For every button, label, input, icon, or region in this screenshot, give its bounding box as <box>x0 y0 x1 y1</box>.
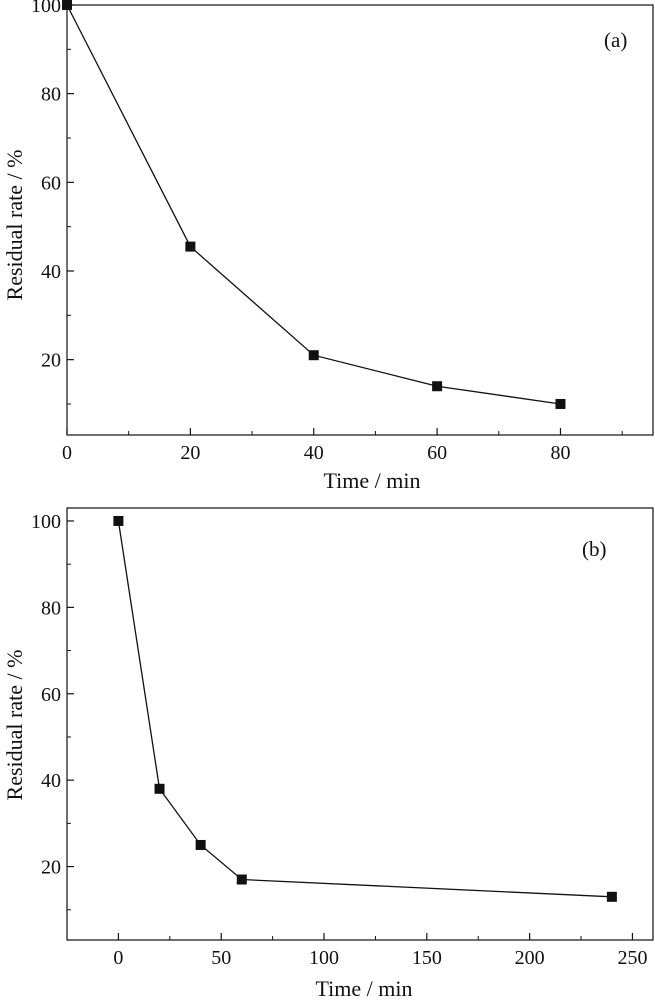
data-point-marker <box>236 874 247 885</box>
y-tick-label: 100 <box>31 0 61 17</box>
data-point-marker <box>113 515 124 526</box>
series-line <box>117 520 612 898</box>
x-tick-label: 0 <box>113 947 123 969</box>
chart-panel-b: 0 50 100 150 200 250 20 40 60 80 100 (b) Time / mi… <box>2 507 654 1000</box>
data-point-marker <box>62 0 72 10</box>
y-tick-label: 40 <box>41 261 61 283</box>
panel-label: (b) <box>582 537 607 561</box>
x-tick-label: 60 <box>427 442 447 464</box>
x-tick-label: 20 <box>180 442 200 464</box>
y-axis-title: Residual rate / % <box>2 150 27 301</box>
data-point-marker <box>606 891 617 902</box>
y-tick-label: 20 <box>41 350 61 372</box>
x-tick-label: 0 <box>62 442 72 464</box>
x-axis-title: Time / min <box>324 468 421 493</box>
x-tick-label: 50 <box>211 947 231 969</box>
chart-panel-a: 0 20 40 60 80 20 40 60 80 100 (a) Time / min Resi… <box>2 0 654 493</box>
axis-ticks: 0 20 40 60 80 20 40 60 80 100 <box>31 0 623 464</box>
data-point-marker <box>555 398 566 409</box>
x-tick-label: 80 <box>550 442 570 464</box>
y-tick-label: 100 <box>31 511 61 533</box>
x-axis-title: Time / min <box>316 976 413 1000</box>
data-point-marker <box>308 350 319 361</box>
x-tick-label: 100 <box>309 947 339 969</box>
data-point-marker <box>195 839 206 850</box>
x-tick-label: 150 <box>412 947 442 969</box>
data-point-marker <box>154 783 165 794</box>
x-tick-label: 250 <box>617 947 647 969</box>
plot-frame <box>66 507 654 941</box>
y-tick-label: 20 <box>41 857 61 879</box>
data-series <box>62 0 566 409</box>
data-series <box>113 515 617 902</box>
x-tick-label: 200 <box>515 947 545 969</box>
y-tick-label: 60 <box>41 172 61 194</box>
series-line <box>66 4 561 405</box>
panel-label: (a) <box>604 28 627 52</box>
data-point-marker <box>185 241 196 252</box>
x-tick-label: 40 <box>304 442 324 464</box>
y-tick-label: 80 <box>41 84 61 106</box>
axis-ticks: 0 50 100 150 200 250 20 40 60 80 100 <box>31 511 647 969</box>
plot-frame <box>66 4 654 436</box>
y-tick-label: 40 <box>41 770 61 792</box>
y-axis-title: Residual rate / % <box>2 650 27 801</box>
data-point-marker <box>432 381 443 392</box>
y-tick-label: 80 <box>41 597 61 619</box>
y-tick-label: 60 <box>41 684 61 706</box>
